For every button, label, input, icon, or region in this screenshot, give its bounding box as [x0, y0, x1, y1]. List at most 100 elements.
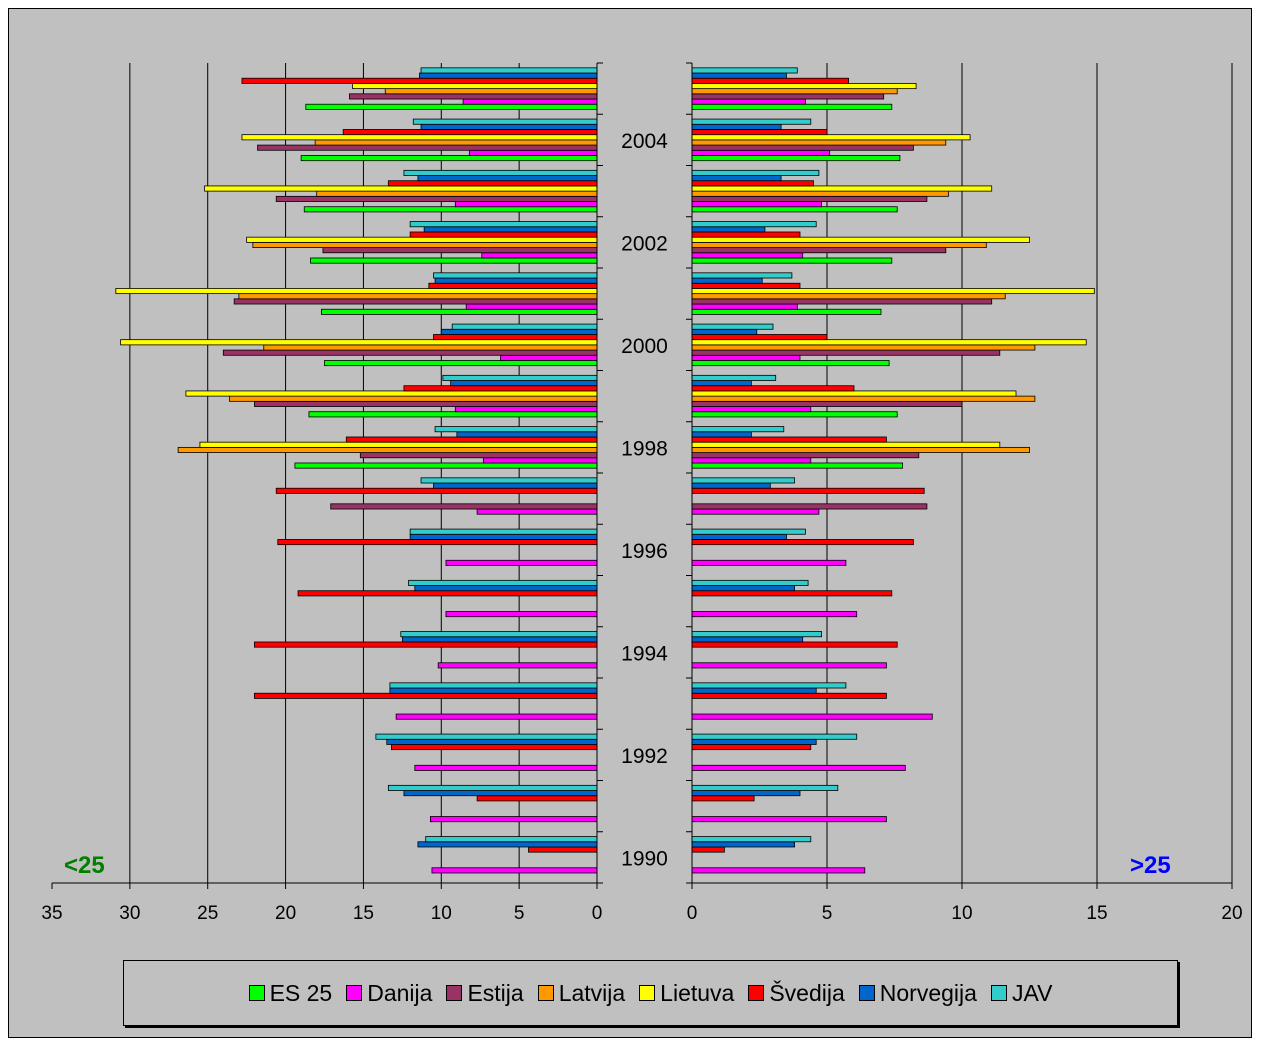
bar-right-švedija-2001: [691, 282, 801, 289]
bar-left-danija-1996: [445, 559, 598, 566]
bar-left-jav-2004: [412, 118, 598, 125]
bar-left-švedija-1998: [345, 436, 598, 443]
year-label: 1992: [621, 745, 668, 768]
bar-right-danija-1995: [691, 611, 858, 618]
bar-right-latvija-1999: [691, 395, 1036, 402]
bar-left-norvegija-1999: [450, 380, 598, 387]
bar-left-estija-2002: [322, 247, 598, 254]
bar-right-jav-1998: [691, 426, 785, 433]
bar-left-švedija-1997: [275, 487, 598, 494]
bar-left-danija-1990: [431, 867, 598, 874]
bar-left-estija-2004: [257, 144, 598, 151]
legend-item: Estija: [446, 979, 524, 1007]
bar-right-norvegija-2003: [691, 175, 782, 182]
bar-right-jav-2003: [691, 169, 820, 176]
bar-right-jav-1995: [691, 579, 809, 586]
bar-left-jav-1997: [420, 477, 598, 484]
bar-right-estija-1997: [691, 503, 928, 510]
legend-swatch: [858, 985, 875, 1001]
bar-left-es-25-2005: [305, 103, 598, 110]
bar-left-danija-2004: [468, 149, 598, 156]
bar-left-danija-1997: [476, 508, 598, 515]
bar-right-jav-1993: [691, 682, 847, 689]
bar-right-norvegija-1993: [691, 687, 817, 694]
bar-right-estija-2001: [691, 298, 993, 305]
bar-left-jav-2003: [403, 169, 598, 176]
left-tick-label: 10: [431, 903, 452, 924]
bar-right-danija-1999: [691, 406, 812, 413]
bar-right-latvija-2003: [691, 190, 949, 197]
bar-right-jav-2004: [691, 118, 812, 125]
legend-swatch: [346, 985, 363, 1001]
bar-right-švedija-1996: [691, 539, 914, 546]
axes-layer: [51, 62, 1233, 889]
bar-left-estija-2001: [233, 298, 598, 305]
bar-left-danija-1994: [437, 662, 598, 669]
bar-left-norvegija-1995: [414, 585, 598, 592]
bar-right-es-25-1999: [691, 411, 898, 418]
bar-right-danija-2001: [691, 303, 798, 310]
bar-right-jav-1994: [691, 631, 823, 638]
bar-left-jav-2001: [433, 272, 598, 279]
bar-right-latvija-2005: [691, 88, 898, 95]
legend-item: JAV: [990, 980, 1052, 1007]
bar-left-danija-1992: [414, 764, 598, 771]
bar-right-lietuva-1999: [691, 390, 1017, 397]
bar-right-lietuva-1998: [691, 441, 1001, 448]
bar-right-danija-1994: [691, 662, 887, 669]
bar-left-lietuva-2001: [115, 288, 598, 295]
bar-right-švedija-2002: [691, 231, 801, 238]
bar-left-lietuva-2005: [352, 83, 598, 90]
year-label: 2000: [621, 335, 668, 358]
bar-right-estija-1998: [691, 452, 920, 459]
bar-right-danija-1998: [691, 457, 812, 464]
bar-left-švedija-2001: [428, 282, 598, 289]
bar-left-latvija-2003: [316, 190, 598, 197]
bar-right-es-25-2004: [691, 155, 901, 162]
bar-right-švedija-2000: [691, 334, 828, 341]
bar-left-norvegija-1994: [401, 636, 598, 643]
bar-right-norvegija-1992: [691, 738, 817, 745]
bar-right-švedija-1998: [691, 436, 887, 443]
bar-left-danija-2005: [462, 98, 598, 105]
bar-right-danija-2005: [691, 98, 806, 105]
right-tick-label: 0: [687, 903, 698, 924]
legend-label: Estija: [467, 979, 524, 1006]
bar-left-švedija-1991: [476, 795, 598, 802]
legend: ES 25 Danija Estija Latvija Lietuva Švedija No…: [123, 960, 1178, 1026]
legend-swatch: [446, 985, 463, 1001]
bar-right-švedija-1999: [691, 385, 855, 392]
bar-right-norvegija-1999: [691, 380, 752, 387]
bar-right-jav-1991: [691, 784, 839, 791]
bar-right-latvija-1998: [691, 446, 1030, 453]
bar-left-švedija-1995: [297, 590, 598, 597]
legend-swatch: [537, 985, 554, 1001]
bar-right-norvegija-2000: [691, 328, 758, 335]
legend-item: Danija: [346, 980, 432, 1007]
legend-item: Norvegija: [858, 980, 977, 1007]
left-tick-label: 30: [119, 903, 140, 924]
year-label: 1994: [621, 642, 668, 665]
bar-left-norvegija-2004: [420, 123, 598, 130]
legend-label: ES 25: [269, 979, 333, 1006]
left-tick-label: 35: [41, 903, 62, 924]
year-label: 1998: [621, 437, 668, 460]
bar-left-latvija-2001: [238, 293, 598, 300]
bar-right-norvegija-1997: [691, 482, 771, 489]
bar-left-norvegija-2001: [434, 277, 598, 284]
bar-left-lietuva-2000: [120, 339, 598, 346]
bar-right-norvegija-2002: [691, 226, 766, 233]
bar-right-es-25-2003: [691, 206, 898, 213]
bar-right-švedija-1995: [691, 590, 893, 597]
bar-right-danija-2004: [691, 149, 831, 156]
bar-right-es-25-2000: [691, 360, 890, 367]
bar-left-švedija-2003: [387, 180, 598, 187]
year-label: 1996: [621, 540, 668, 563]
bar-right-lietuva-2002: [691, 236, 1030, 243]
legend-label: Danija: [367, 979, 433, 1006]
bar-right-norvegija-1996: [691, 533, 787, 540]
bar-left-švedija-2004: [342, 129, 598, 136]
bar-right-estija-1999: [691, 400, 963, 407]
bar-left-jav-1991: [387, 784, 598, 791]
bar-left-latvija-2002: [252, 241, 598, 248]
